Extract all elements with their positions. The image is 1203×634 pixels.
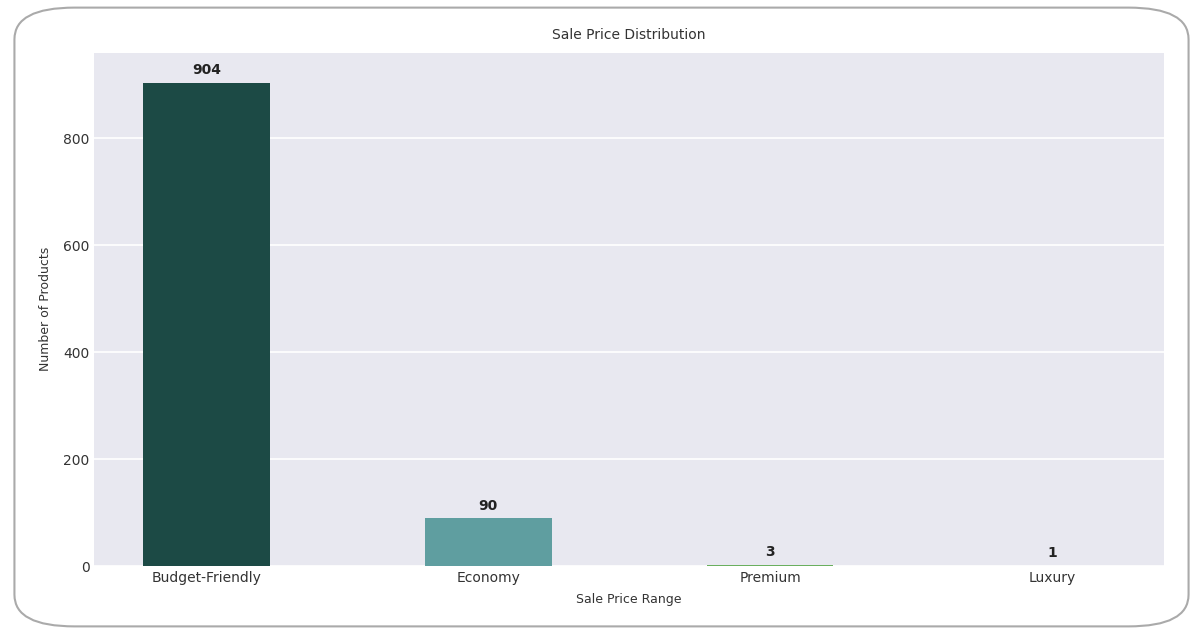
Y-axis label: Number of Products: Number of Products — [38, 247, 52, 372]
Text: 1: 1 — [1047, 547, 1056, 560]
X-axis label: Sale Price Range: Sale Price Range — [576, 593, 682, 606]
Text: 904: 904 — [192, 63, 221, 77]
Title: Sale Price Distribution: Sale Price Distribution — [552, 28, 706, 42]
Text: 3: 3 — [765, 545, 775, 559]
Bar — [143, 82, 269, 566]
Text: 90: 90 — [479, 498, 498, 513]
Bar — [706, 564, 834, 566]
Bar — [425, 518, 552, 566]
